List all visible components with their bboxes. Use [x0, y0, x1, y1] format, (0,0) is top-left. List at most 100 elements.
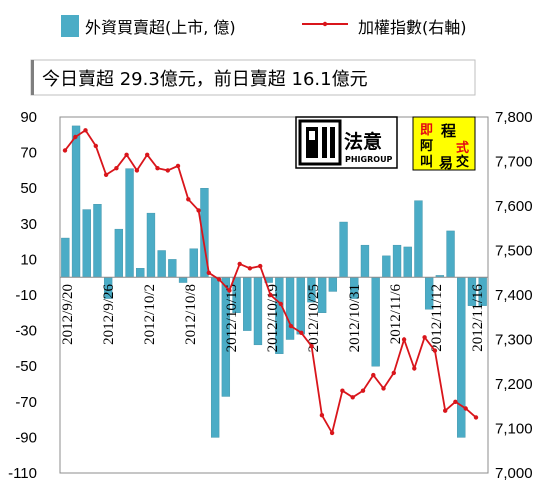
- line-series: [62, 128, 479, 436]
- left-tick-label: 70: [20, 145, 37, 162]
- program-trading-char-2: 程: [441, 122, 456, 140]
- right-tick-label: 7,500: [495, 243, 533, 260]
- x-tick-label: 2012/10/2: [142, 284, 158, 345]
- bar: [392, 244, 402, 278]
- bar: [114, 228, 124, 278]
- program-trading-char-3: 阿: [420, 139, 433, 154]
- bar: [178, 277, 188, 283]
- index-point: [463, 406, 468, 411]
- left-tick-label: -70: [15, 394, 37, 411]
- x-tick-label: 2012/10/8: [183, 284, 199, 345]
- index-point: [309, 344, 314, 349]
- bar: [93, 204, 102, 278]
- index-point: [165, 168, 170, 173]
- right-tick-label: 7,000: [495, 465, 533, 482]
- index-point: [114, 166, 119, 171]
- bar: [125, 168, 134, 278]
- index-point: [329, 430, 335, 436]
- bar: [157, 250, 166, 278]
- index-point: [62, 148, 68, 153]
- index-point: [103, 172, 109, 177]
- x-tick-label: 2012/9/26: [101, 284, 117, 345]
- index-point: [247, 266, 253, 271]
- x-tick-label: 2012/9/20: [60, 284, 76, 345]
- index-point: [432, 348, 438, 353]
- bar: [61, 237, 70, 278]
- bar: [146, 212, 156, 278]
- index-point: [473, 415, 479, 420]
- bar-series: [61, 125, 487, 438]
- left-tick-label: 90: [20, 109, 37, 126]
- index-point: [350, 395, 355, 400]
- x-axis-labels: 2012/9/20 2012/9/26 2012/10/2 2012/10/8 2012…: [60, 284, 486, 353]
- index-point: [381, 386, 386, 391]
- right-tick-label: 7,600: [495, 198, 533, 215]
- right-tick-label: 7,700: [495, 154, 533, 171]
- index-point: [443, 408, 448, 413]
- index-point: [186, 197, 191, 202]
- bar: [328, 277, 338, 292]
- x-tick-label: 2012/10/25: [306, 284, 322, 352]
- index-point: [73, 134, 78, 140]
- x-tick-label: 2012/10/19: [265, 284, 281, 352]
- bar: [296, 277, 305, 335]
- left-tick-label: -50: [15, 358, 37, 375]
- legend: 外資買賣超(上市, 億) 加權指數(右軸): [61, 15, 467, 37]
- left-tick-label: 10: [20, 251, 37, 268]
- program-trading-char-6: 交: [456, 154, 469, 170]
- program-trading-logo: 即 程 阿 式 叫 交 易: [412, 116, 476, 172]
- x-tick-label: 2012/11/16: [470, 284, 486, 352]
- legend-bar-label: 外資買賣超(上市, 億): [85, 18, 236, 37]
- index-point: [134, 168, 140, 173]
- bar: [253, 277, 263, 346]
- index-point: [206, 270, 211, 275]
- index-point: [196, 208, 201, 213]
- x-tick-label: 2012/11/6: [388, 284, 404, 345]
- bar: [243, 277, 252, 331]
- right-tick-label: 7,100: [495, 421, 533, 438]
- bar: [210, 277, 220, 438]
- left-tick-label: -10: [15, 287, 37, 304]
- index-point: [258, 263, 263, 269]
- summary-text: 今日賣超 29.3億元，前日賣超 16.1億元: [42, 69, 368, 90]
- plot-area: [59, 116, 489, 474]
- program-trading-char-4: 式: [456, 140, 469, 156]
- index-point: [278, 301, 283, 307]
- phigroup-logo-text: 法意: [344, 130, 382, 153]
- index-point: [360, 388, 366, 393]
- index-point: [124, 152, 129, 157]
- bar: [71, 125, 81, 278]
- index-point: [93, 143, 99, 149]
- bar: [414, 200, 423, 278]
- bar: [189, 248, 198, 278]
- x-tick-label: 2012/10/31: [347, 284, 363, 352]
- left-tick-label: -30: [15, 323, 37, 340]
- index-point: [216, 277, 222, 282]
- bar: [382, 255, 391, 278]
- index-point: [155, 166, 160, 171]
- phigroup-logo-sub: PHIGROUP: [345, 155, 393, 164]
- index-point: [319, 413, 325, 418]
- left-tick-label: 50: [20, 180, 37, 197]
- index-point: [371, 372, 376, 378]
- program-trading-char-1: 即: [420, 123, 433, 138]
- right-tick-label: 7,800: [495, 109, 533, 126]
- bar: [136, 268, 145, 278]
- legend-line-label: 加權指數(右軸): [358, 18, 467, 37]
- index-point: [237, 261, 242, 267]
- right-tick-label: 7,200: [495, 376, 533, 393]
- index-point: [453, 399, 458, 404]
- index-point: [340, 388, 345, 393]
- bar: [360, 244, 370, 278]
- index-point: [391, 370, 396, 376]
- bar: [446, 230, 455, 278]
- x-tick-label: 2012/11/12: [429, 284, 445, 352]
- index-point: [288, 323, 294, 329]
- index-point: [299, 330, 304, 335]
- index-point: [83, 128, 88, 133]
- left-tick-label: -110: [8, 465, 37, 482]
- program-trading-char-7: 易: [439, 156, 453, 172]
- index-point: [422, 335, 427, 340]
- summary-box: 今日賣超 29.3億元，前日賣超 16.1億元: [30, 59, 476, 96]
